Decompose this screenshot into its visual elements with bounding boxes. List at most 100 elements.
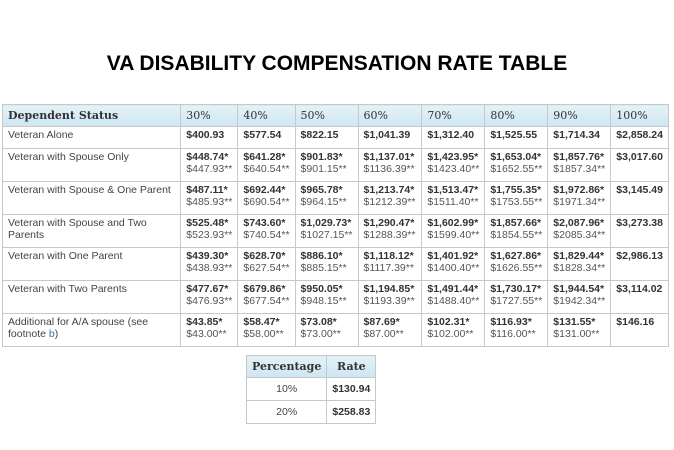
rate-secondary: $627.54** [243, 262, 290, 274]
header-percent: 80% [484, 104, 549, 127]
rate-secondary: $901.15** [300, 163, 347, 175]
dependent-status-cell: Veteran with Spouse and Two Parents [1, 214, 182, 248]
rate-primary: $950.05* [300, 283, 343, 295]
rate-primary: $2,858.24 [616, 129, 663, 141]
table-row: Veteran with Spouse & One Parent $487.11*… [1, 181, 669, 215]
table-row: Additional for A/A spouse (see footnote … [1, 313, 669, 347]
footnote-link[interactable]: b [48, 328, 55, 340]
percentage-cell: 10% [245, 377, 328, 401]
rate-primary: $822.15 [300, 129, 339, 141]
table-row: Veteran with Two Parents $477.67* $476.93*… [1, 280, 669, 314]
rate-secondary: $58.00** [243, 328, 284, 340]
percentage-table: Percentage Rate 10% $130.94 20% $258.83 [245, 355, 377, 424]
rate-cell: $448.74* $447.93** [180, 148, 239, 182]
rate-primary: $1,857.66* [490, 217, 542, 229]
rate-cell: $477.67* $476.93** [180, 280, 239, 314]
status-label: Veteran with Spouse & One Parent [8, 184, 171, 196]
rate-secondary: $677.54** [243, 295, 290, 307]
header-percent: 40% [237, 104, 296, 127]
rate-primary: $901.83* [300, 151, 343, 163]
rate-cell: $1,525.55 [484, 126, 549, 149]
rate-cell: $950.05* $948.15** [294, 280, 359, 314]
table-row: 10% $130.94 [245, 377, 377, 401]
rate-cell: $1,653.04* $1652.55** [484, 148, 549, 182]
rate-cell: $2,087.96* $2085.34** [547, 214, 612, 248]
rate-cell: $2,986.13 [610, 247, 669, 281]
rate-secondary: $73.00** [300, 328, 341, 340]
rate-cell: $258.83 [326, 400, 377, 424]
rate-primary: $1,491.44* [427, 283, 479, 295]
rate-primary: $1,755.35* [490, 184, 542, 196]
rate-secondary: $523.93** [186, 229, 233, 241]
rate-primary: $43.85* [186, 316, 223, 328]
rate-primary: $3,017.60 [616, 151, 663, 163]
header-percent: 70% [421, 104, 486, 127]
header-percent: 100% [610, 104, 669, 127]
rate-primary: $1,029.73* [300, 217, 352, 229]
rate-secondary: $690.54** [243, 196, 290, 208]
rate-cell: $679.86* $677.54** [237, 280, 296, 314]
table-row: Veteran Alone $400.93 $577.54 $822.15 $1,041… [1, 126, 669, 149]
rate-cell: $1,944.54* $1942.34** [547, 280, 612, 314]
header-row: Dependent Status 30% 40% 50% 60% 70% 80% 90% 100… [1, 104, 669, 127]
rate-secondary: $1942.34** [553, 295, 606, 307]
rate-primary: $1,829.44* [553, 250, 605, 262]
rate-primary: $3,114.02 [616, 283, 663, 295]
header-rate: Rate [326, 355, 377, 378]
rate-cell: $1,755.35* $1753.55** [484, 181, 549, 215]
rate-secondary: $1193.39** [363, 295, 415, 307]
rate-cell: $1,312.40 [421, 126, 486, 149]
dependent-status-cell: Veteran with One Parent [1, 247, 182, 281]
rate-secondary: $885.15** [300, 262, 347, 274]
rate-cell: $3,017.60 [610, 148, 669, 182]
rate-primary: $1,423.95* [427, 151, 479, 163]
status-label: Veteran with Spouse Only [8, 151, 129, 163]
rate-secondary: $2085.34** [553, 229, 606, 241]
page-title: VA DISABILITY COMPENSATION RATE TABLE [106, 52, 568, 75]
rate-primary: $1,525.55 [490, 129, 538, 141]
header-dependent-status: Dependent Status [1, 104, 182, 127]
rate-cell: $1,213.74* $1212.39** [357, 181, 423, 215]
header-percent: 90% [547, 104, 612, 127]
rate-cell: $1,118.12* $1117.39** [357, 247, 423, 281]
rate-cell: $1,627.86* $1626.55** [484, 247, 549, 281]
rate-secondary: $1400.40** [427, 262, 480, 274]
rate-primary: $477.67* [186, 283, 229, 295]
header-percent: 60% [357, 104, 423, 127]
rate-secondary: $1854.55** [490, 229, 543, 241]
rate-primary: $487.11* [186, 184, 228, 196]
rate-cell: $1,602.99* $1599.40** [421, 214, 486, 248]
rate-cell: $87.69* $87.00** [357, 313, 423, 347]
rate-secondary: $1488.40** [427, 295, 480, 307]
rate-cell: $1,041.39 [357, 126, 423, 149]
rate-cell: $901.83* $901.15** [294, 148, 359, 182]
rate-primary: $743.60* [243, 217, 286, 229]
rate-primary: $1,730.17* [490, 283, 542, 295]
rate-primary: $1,944.54* [553, 283, 605, 295]
rate-cell: $116.93* $116.00** [484, 313, 549, 347]
rate-primary: $525.48* [186, 217, 229, 229]
rate-cell: $1,714.34 [547, 126, 612, 149]
rate-cell: $73.08* $73.00** [294, 313, 359, 347]
rate-cell: $577.54 [237, 126, 296, 149]
rate-cell: $1,137.01* $1136.39** [357, 148, 423, 182]
status-label: Veteran with One Parent [8, 250, 123, 262]
rate-primary: $1,213.74* [363, 184, 415, 196]
rate-secondary: $1599.40** [427, 229, 480, 241]
rate-cell: $1,423.95* $1423.40** [421, 148, 486, 182]
rate-secondary: $131.00** [553, 328, 600, 340]
rate-primary: $692.44* [243, 184, 286, 196]
rate-secondary: $740.54** [243, 229, 290, 241]
rate-primary: $1,653.04* [490, 151, 542, 163]
rate-primary: $1,194.85* [363, 283, 415, 295]
rate-primary: $1,602.99* [427, 217, 479, 229]
rate-secondary: $964.15** [300, 196, 347, 208]
header-percent: 50% [294, 104, 359, 127]
table-row: Veteran with One Parent $439.30* $438.93**… [1, 247, 669, 281]
rate-primary: $87.69* [363, 316, 400, 328]
rate-secondary: $476.93** [186, 295, 233, 307]
rate-secondary: $1117.39** [363, 262, 414, 274]
rate-primary: $628.70* [243, 250, 286, 262]
rate-secondary: $447.93** [186, 163, 233, 175]
rate-cell: $131.55* $131.00** [547, 313, 612, 347]
